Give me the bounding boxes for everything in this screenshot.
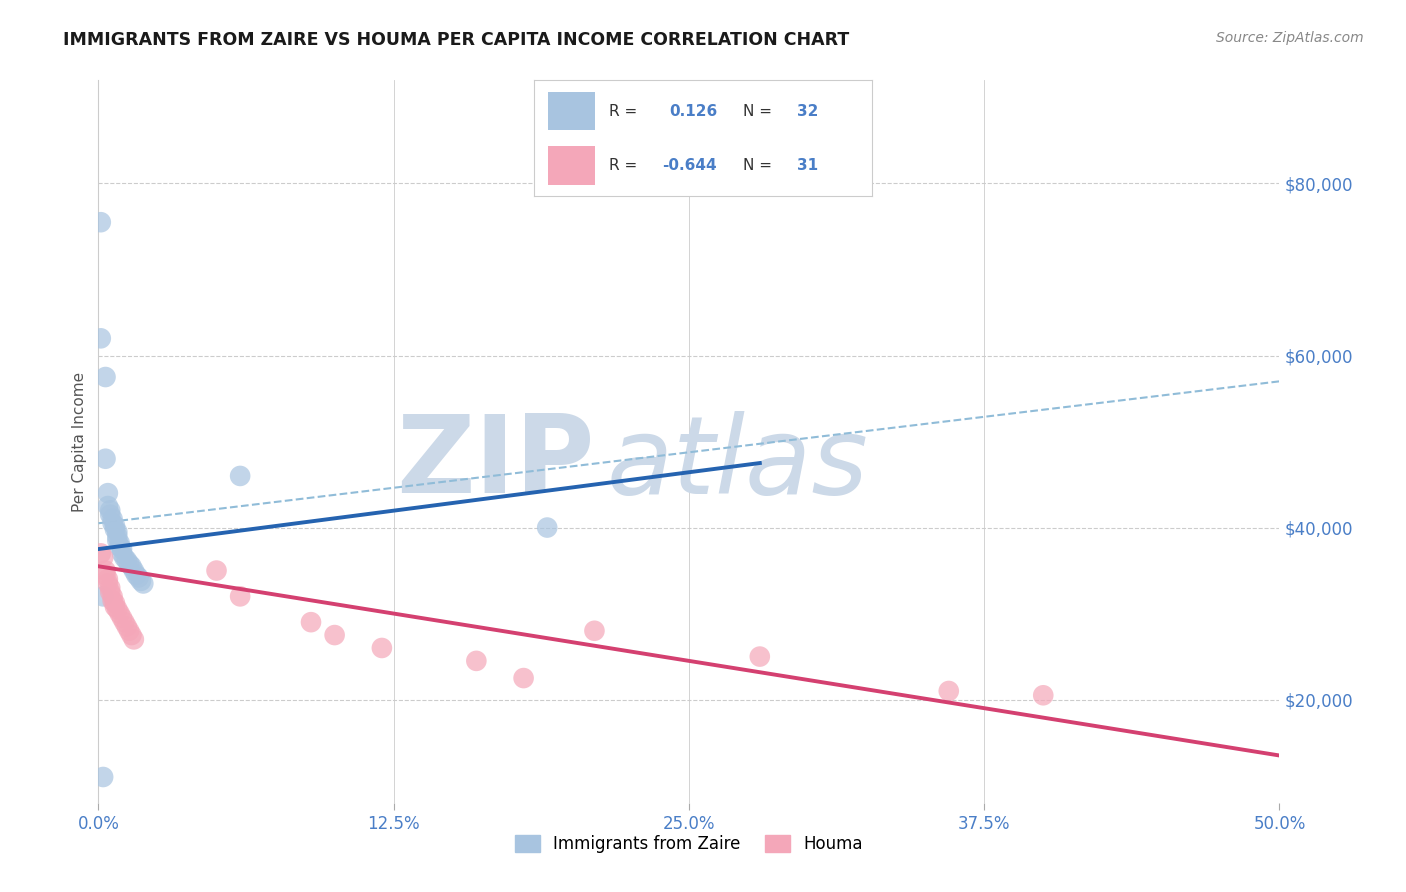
Point: [205, 564, 228, 578]
Point: [101, 590, 124, 604]
Point: [112, 615, 135, 630]
Point: [111, 542, 134, 557]
Point: [94, 564, 117, 578]
Y-axis label: Per Capita Income: Per Capita Income: [72, 371, 87, 512]
Text: -0.644: -0.644: [662, 158, 717, 173]
Text: R =: R =: [609, 103, 637, 119]
Point: [122, 632, 145, 647]
Text: Source: ZipAtlas.com: Source: ZipAtlas.com: [1216, 31, 1364, 45]
Point: [112, 550, 135, 565]
Point: [229, 469, 252, 483]
Point: [97, 576, 120, 591]
Point: [229, 590, 252, 604]
Point: [132, 576, 155, 591]
Point: [90, 546, 112, 560]
Point: [98, 585, 121, 599]
Bar: [548, 92, 595, 130]
Point: [121, 559, 143, 574]
Point: [97, 572, 120, 586]
Bar: [548, 146, 595, 185]
Point: [108, 536, 131, 550]
Text: N =: N =: [744, 158, 772, 173]
Point: [104, 599, 127, 614]
Point: [101, 593, 124, 607]
Point: [104, 522, 127, 536]
Point: [128, 570, 150, 584]
Point: [91, 590, 114, 604]
Point: [94, 451, 117, 466]
Text: N =: N =: [744, 103, 772, 119]
Point: [115, 553, 138, 567]
Point: [101, 512, 124, 526]
Point: [371, 640, 394, 655]
Point: [1032, 688, 1054, 702]
Text: ZIP: ZIP: [396, 410, 595, 516]
Point: [91, 550, 114, 565]
Point: [90, 215, 112, 229]
Text: IMMIGRANTS FROM ZAIRE VS HOUMA PER CAPITA INCOME CORRELATION CHART: IMMIGRANTS FROM ZAIRE VS HOUMA PER CAPIT…: [63, 31, 849, 49]
Text: R =: R =: [609, 158, 637, 173]
Point: [108, 540, 131, 554]
Point: [111, 546, 134, 560]
Point: [536, 520, 558, 534]
Point: [98, 508, 121, 522]
Point: [129, 574, 152, 588]
Point: [115, 619, 138, 633]
Point: [105, 529, 128, 543]
Point: [97, 486, 120, 500]
Point: [98, 581, 121, 595]
Point: [125, 567, 148, 582]
Point: [91, 770, 114, 784]
Point: [118, 557, 141, 571]
Point: [97, 499, 120, 513]
Point: [94, 370, 117, 384]
Point: [94, 567, 117, 582]
Point: [90, 331, 112, 345]
Text: atlas: atlas: [606, 410, 868, 516]
Point: [122, 564, 145, 578]
Point: [748, 649, 770, 664]
Point: [512, 671, 534, 685]
Point: [105, 524, 128, 539]
Point: [583, 624, 606, 638]
Point: [105, 602, 128, 616]
Point: [121, 628, 143, 642]
Point: [104, 596, 127, 610]
Text: 31: 31: [797, 158, 818, 173]
Point: [465, 654, 488, 668]
Legend: Immigrants from Zaire, Houma: Immigrants from Zaire, Houma: [508, 828, 870, 860]
Point: [101, 516, 124, 531]
Point: [104, 519, 127, 533]
Point: [108, 607, 131, 621]
Point: [938, 684, 960, 698]
Text: 0.126: 0.126: [669, 103, 717, 119]
Point: [105, 533, 128, 548]
Point: [118, 624, 141, 638]
Point: [323, 628, 346, 642]
Point: [98, 503, 121, 517]
Point: [299, 615, 322, 630]
Point: [111, 611, 134, 625]
Text: 32: 32: [797, 103, 818, 119]
